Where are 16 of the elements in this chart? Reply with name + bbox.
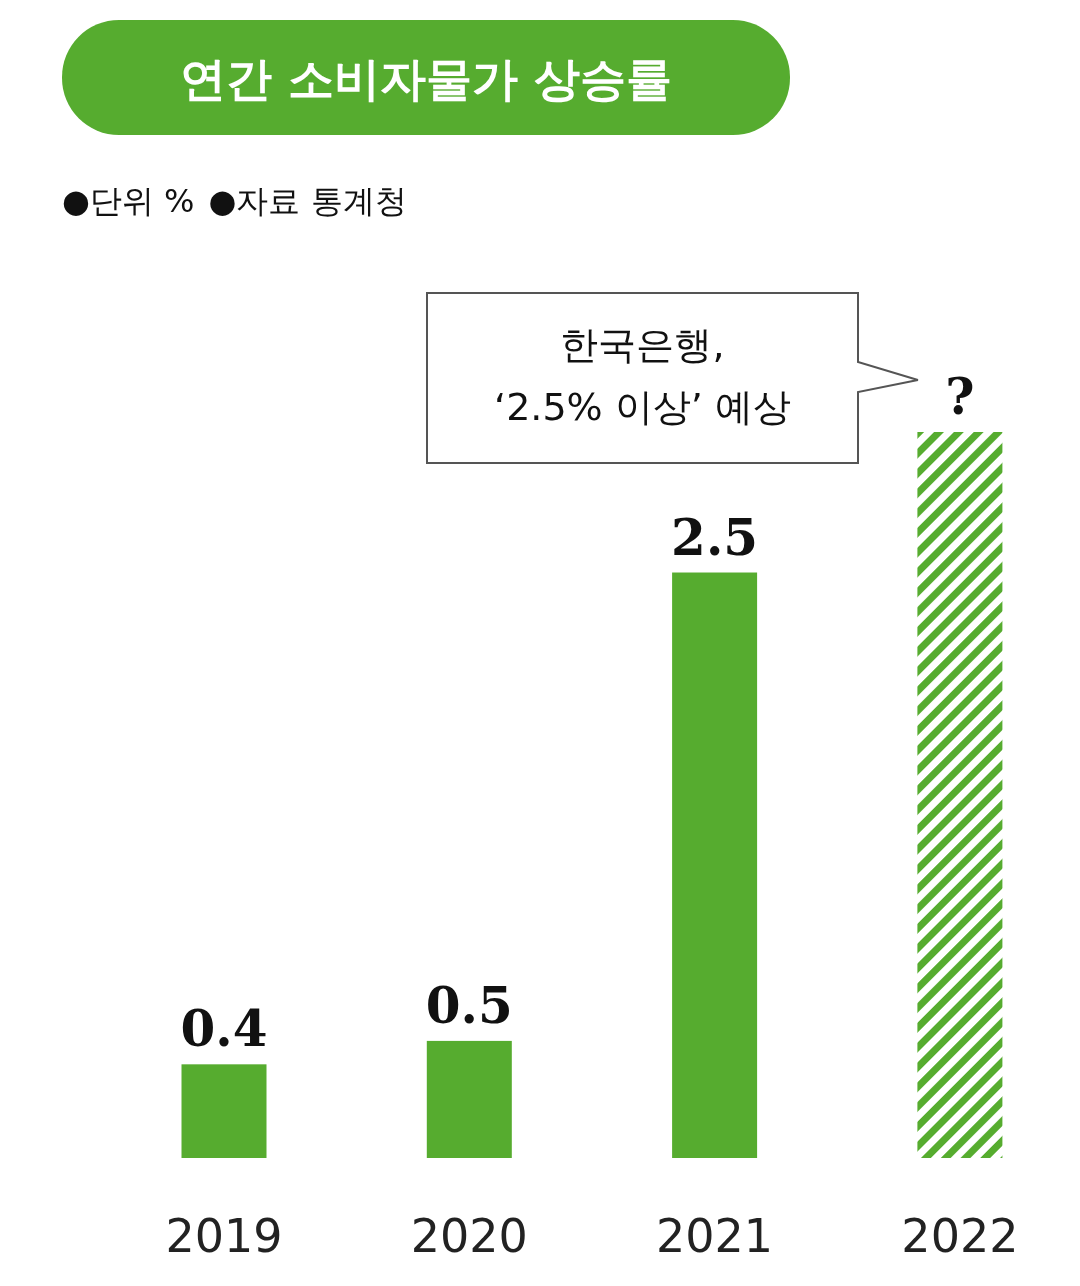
x-tick-label: 2019 xyxy=(165,1209,283,1263)
bar xyxy=(672,572,758,1158)
bar xyxy=(917,432,1003,1158)
text: 한국은행, ‘2.5% 이상’ 예상 xyxy=(494,323,791,429)
data-label: 2.5 xyxy=(671,507,759,567)
data-label: 0.4 xyxy=(180,999,268,1059)
x-tick-label: 2020 xyxy=(410,1209,528,1263)
chart-title: 연간 소비자물가 상승률 xyxy=(179,52,673,106)
data-label: 0.5 xyxy=(425,975,513,1035)
x-tick-label: 2021 xyxy=(656,1209,774,1263)
bar xyxy=(426,1040,512,1158)
text: ●단위 % xyxy=(62,182,195,220)
text: ●자료 통계청 xyxy=(208,182,407,220)
data-label: ? xyxy=(945,367,975,426)
bar xyxy=(181,1064,267,1158)
x-tick-label: 2022 xyxy=(901,1209,1019,1263)
